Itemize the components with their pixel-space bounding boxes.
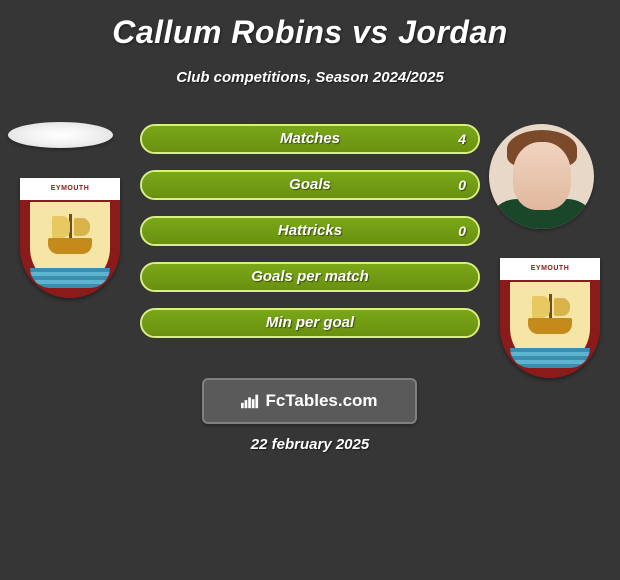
- player-avatar-right: [489, 124, 594, 229]
- stat-label: Min per goal: [142, 310, 478, 336]
- stat-label: Goals: [142, 172, 478, 198]
- stat-label: Matches: [142, 126, 478, 152]
- date-text: 22 february 2025: [0, 436, 620, 453]
- site-badge[interactable]: FcTables.com: [202, 378, 417, 424]
- stat-row-goals-per-match: Goals per match: [140, 262, 480, 292]
- subtitle: Club competitions, Season 2024/2025: [0, 69, 620, 86]
- stat-label: Hattricks: [142, 218, 478, 244]
- stat-value-right: 0: [458, 172, 466, 198]
- club-crest-right: EYMOUTH: [500, 258, 600, 378]
- stat-value-right: 4: [458, 126, 466, 152]
- site-name: FcTables.com: [265, 391, 377, 411]
- stat-row-min-per-goal: Min per goal: [140, 308, 480, 338]
- stat-value-right: 0: [458, 218, 466, 244]
- stat-row-hattricks: Hattricks 0: [140, 216, 480, 246]
- crest-banner-text: EYMOUTH: [500, 258, 600, 280]
- stats-container: Matches 4 Goals 0 Hattricks 0 Goals per …: [140, 124, 480, 354]
- stat-row-goals: Goals 0: [140, 170, 480, 200]
- stat-label: Goals per match: [142, 264, 478, 290]
- club-crest-left: EYMOUTH: [20, 178, 120, 298]
- bar-chart-icon: [241, 393, 259, 409]
- stat-row-matches: Matches 4: [140, 124, 480, 154]
- player-avatar-left: [8, 122, 113, 148]
- page-title: Callum Robins vs Jordan: [0, 0, 620, 51]
- crest-banner-text: EYMOUTH: [20, 178, 120, 200]
